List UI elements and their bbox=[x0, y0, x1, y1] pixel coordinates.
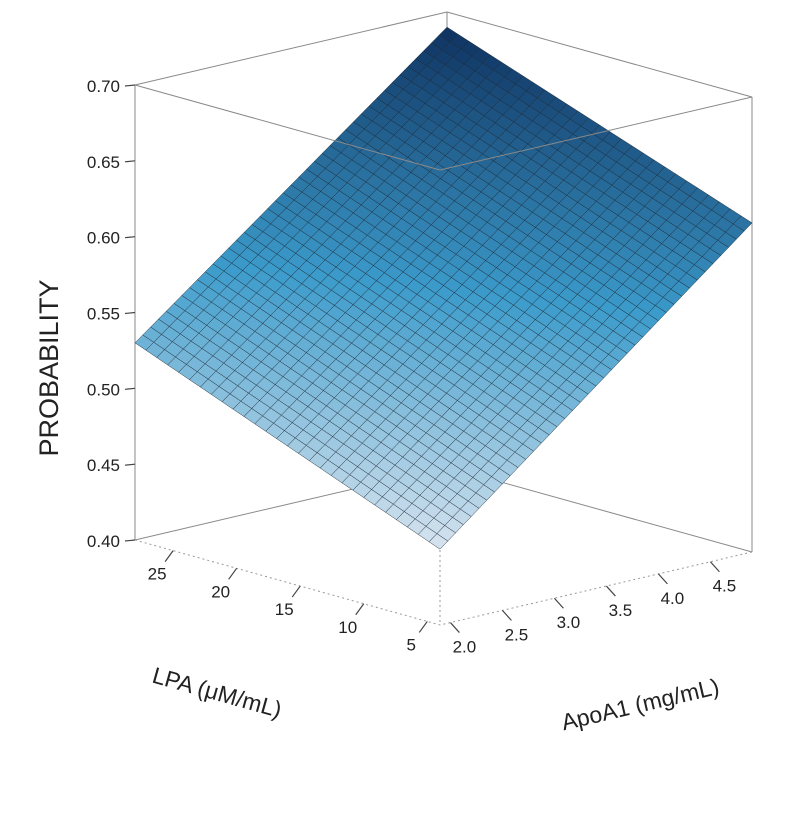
z-axis-tick bbox=[124, 387, 136, 390]
y-axis-tick-label: 3.0 bbox=[557, 613, 581, 632]
y-axis-tick bbox=[605, 585, 616, 597]
z-axis-tick bbox=[124, 311, 136, 315]
y-axis-tick bbox=[449, 622, 460, 633]
y-axis-tick-label: 2.0 bbox=[453, 638, 477, 657]
x-axis-tick-label: 10 bbox=[338, 618, 357, 637]
box-edge bbox=[134, 11, 448, 86]
probability-surface bbox=[134, 26, 753, 550]
z-axis-tick-label: 0.45 bbox=[87, 456, 120, 475]
box-hidden-edge bbox=[439, 551, 753, 626]
x-axis-tick-label: 15 bbox=[275, 600, 294, 619]
box-edge bbox=[446, 11, 753, 98]
x-axis-tick bbox=[355, 603, 365, 616]
z-axis-tick-label: 0.40 bbox=[87, 532, 120, 551]
y-axis-tick-label: 2.5 bbox=[505, 625, 529, 644]
z-axis-tick bbox=[124, 160, 136, 163]
box-edge bbox=[439, 96, 753, 171]
x-axis-tick bbox=[164, 550, 174, 562]
x-axis-tick-label: 25 bbox=[148, 565, 167, 584]
box-edge bbox=[134, 84, 441, 171]
y-axis-tick-label: 4.5 bbox=[713, 577, 737, 596]
x-axis-tick bbox=[291, 585, 301, 598]
z-axis-tick-label: 0.70 bbox=[87, 77, 120, 96]
y-axis-tick bbox=[709, 561, 720, 573]
z-axis-tick bbox=[124, 84, 136, 87]
x-axis-title: LPA (μM/mL) bbox=[150, 662, 285, 723]
x-axis-tick bbox=[418, 621, 428, 633]
z-axis-tick-label: 0.65 bbox=[87, 153, 120, 172]
y-axis-tick bbox=[501, 609, 512, 621]
box-front-edges bbox=[134, 84, 753, 171]
z-axis-tick-label: 0.50 bbox=[87, 380, 120, 399]
y-axis-tick-label: 3.5 bbox=[609, 601, 633, 620]
z-axis-tick bbox=[124, 236, 136, 239]
y-axis-tick bbox=[553, 597, 564, 609]
y-axis-tick-label: 4.0 bbox=[661, 589, 685, 608]
z-axis-tick-label: 0.55 bbox=[87, 305, 120, 324]
x-axis-tick bbox=[228, 567, 238, 580]
y-axis-tick bbox=[657, 573, 668, 585]
z-axis-title: PROBABILITY bbox=[34, 279, 64, 456]
z-axis-tick bbox=[124, 463, 136, 466]
surface-facet bbox=[428, 533, 449, 550]
y-axis-title: ApoA1 (mg/mL) bbox=[559, 673, 722, 735]
x-axis-tick-label: 20 bbox=[211, 582, 230, 601]
z-axis-tick bbox=[124, 539, 136, 542]
z-axis-tick-label: 0.60 bbox=[87, 229, 120, 248]
x-axis-tick-label: 5 bbox=[407, 635, 416, 654]
axis-ticks: 5 10 15 20 25 2.0 2.5 3.0 3.5 4.0 4.5 0.40 0.45 0.50 0… bbox=[87, 77, 736, 657]
